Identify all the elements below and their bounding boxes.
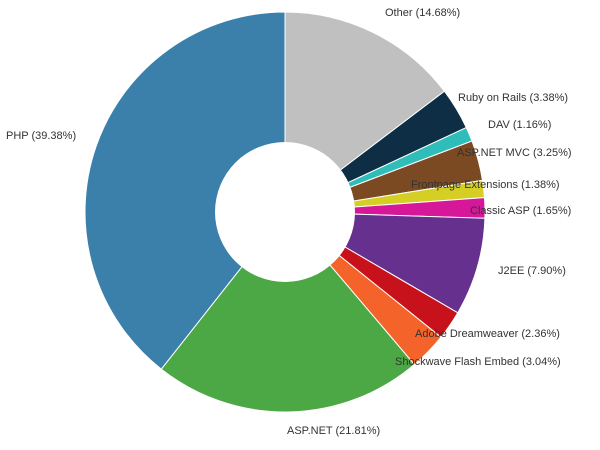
slice-label-frontpage-extensions: Frontpage Extensions (1.38%) [411, 179, 560, 191]
slice-label-aspnet-mvc: ASP.NET MVC (3.25%) [457, 147, 572, 159]
donut-hole [215, 142, 355, 282]
slice-label-dav: DAV (1.16%) [488, 119, 551, 131]
slice-php[interactable] [84, 11, 286, 370]
slice-label-shockwave-flash-embed: Shockwave Flash Embed (3.04%) [395, 356, 561, 368]
slice-label-ruby-on-rails: Ruby on Rails (3.38%) [458, 92, 568, 104]
labels-group: Other (14.68%) Ruby on Rails (3.38%) DAV… [6, 7, 572, 437]
slice-label-php: PHP (39.38%) [6, 130, 76, 142]
slice-label-other: Other (14.68%) [385, 7, 460, 19]
slice-label-classic-asp: Classic ASP (1.65%) [470, 205, 571, 217]
slice-asp-net[interactable] [160, 211, 416, 413]
slice-label-aspnet: ASP.NET (21.81%) [287, 425, 380, 437]
slice-label-j2ee: J2EE (7.90%) [498, 265, 566, 277]
slice-label-adobe-dreamweaver: Adobe Dreamweaver (2.36%) [415, 328, 560, 340]
